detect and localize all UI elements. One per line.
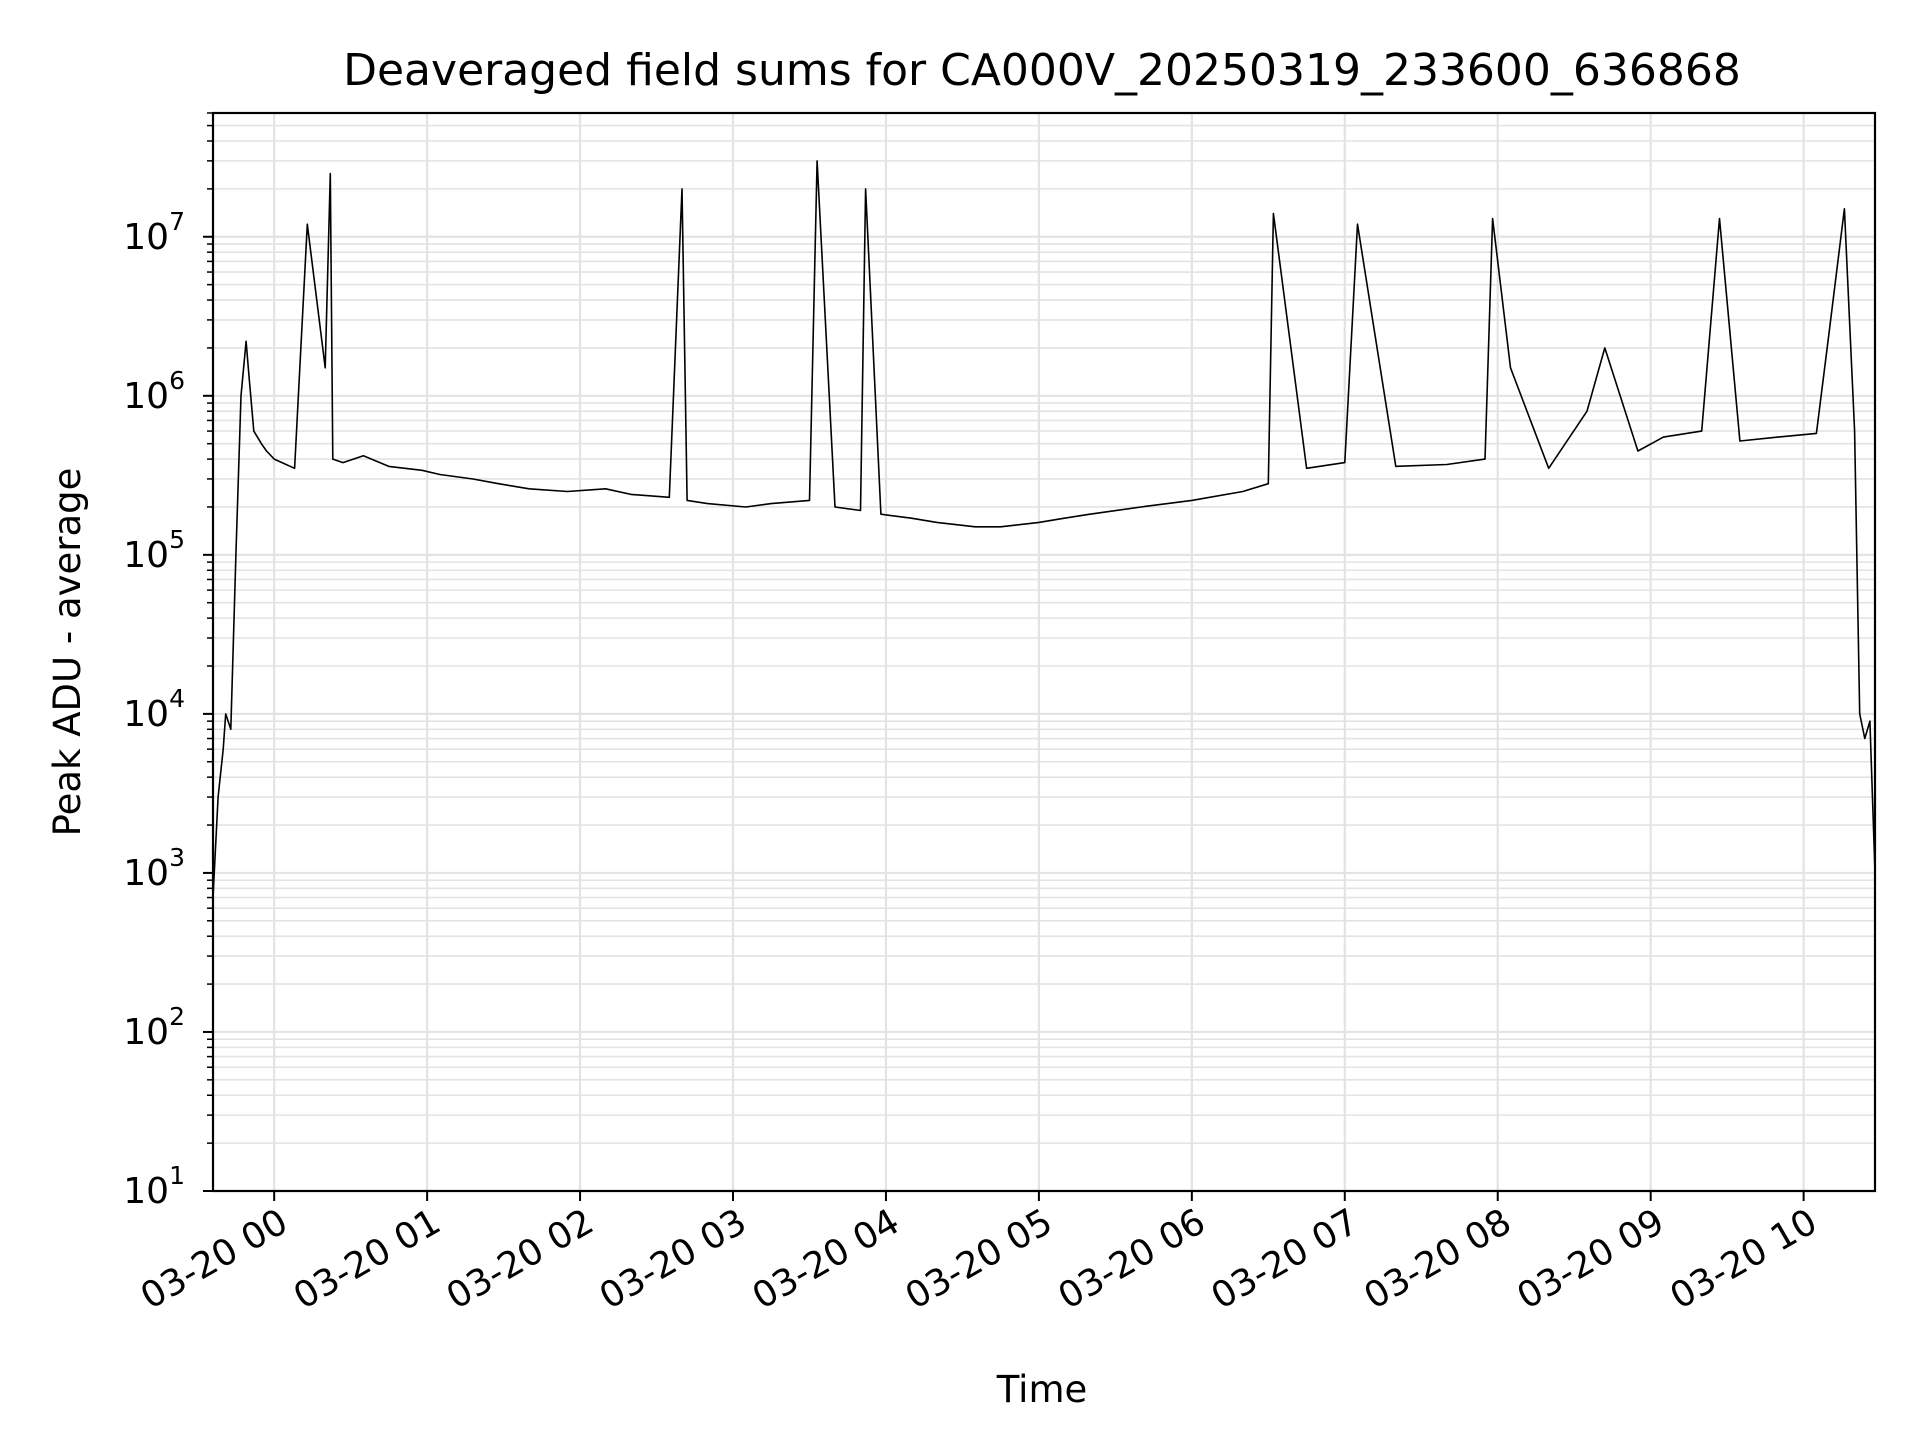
x-tick-label: 03-20 05	[899, 1201, 1060, 1317]
x-tick-label: 03-20 04	[746, 1201, 907, 1317]
x-axis-label: Time	[996, 1368, 1088, 1411]
series-line	[212, 160, 1876, 898]
x-tick-label: 03-20 06	[1052, 1201, 1213, 1317]
chart-title: Deaveraged field sums for CA000V_2025031…	[343, 45, 1741, 96]
y-tick-label: 102	[123, 1002, 185, 1053]
y-tick-label: 101	[123, 1161, 185, 1212]
y-tick-label: 103	[123, 843, 185, 894]
x-tick-label: 03-20 00	[134, 1201, 295, 1317]
y-tick-label: 106	[123, 366, 185, 417]
x-tick-label: 03-20 03	[593, 1201, 754, 1317]
y-tick-label: 107	[123, 207, 185, 258]
x-tick-label: 03-20 07	[1205, 1201, 1366, 1317]
y-tick-label: 105	[123, 525, 185, 576]
y-axis: 101 102 103 104 105 106 107	[123, 112, 213, 1212]
grid-lines	[213, 112, 1875, 1193]
plot-frame	[211, 111, 1877, 1193]
plot-area	[212, 160, 1876, 898]
y-tick-label: 104	[123, 684, 185, 735]
x-tick-label: 03-20 09	[1511, 1201, 1672, 1317]
x-tick-label: 03-20 01	[287, 1201, 448, 1317]
y-axis-label: Peak ADU - average	[46, 468, 89, 837]
x-tick-label: 03-20 02	[440, 1201, 601, 1317]
x-tick-label: 03-20 08	[1358, 1201, 1519, 1317]
x-tick-label: 03-20 10	[1663, 1201, 1824, 1317]
